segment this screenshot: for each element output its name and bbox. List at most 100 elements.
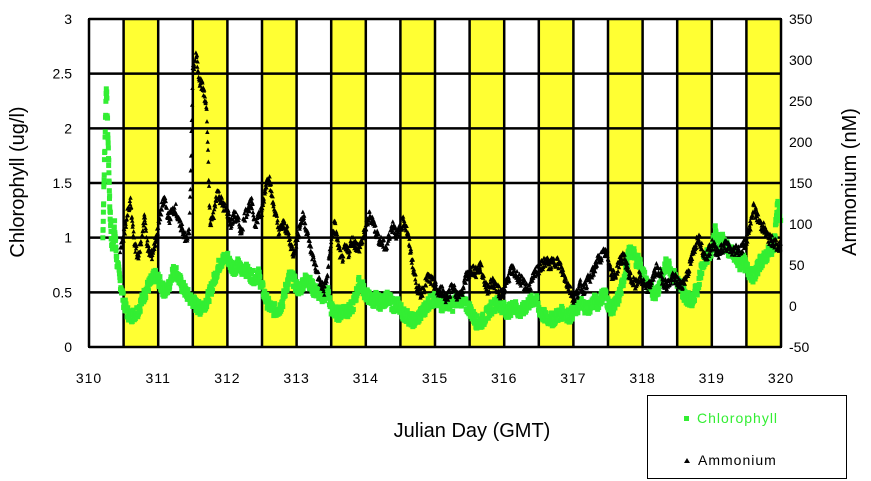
chlorophyll-point (638, 261, 644, 267)
ammonium-point (378, 234, 384, 239)
chlorophyll-point (753, 274, 759, 280)
ammonium-point (608, 264, 613, 269)
ammonium-point (637, 270, 643, 275)
chlorophyll-point (474, 313, 480, 319)
ammonium-point (305, 230, 311, 236)
ammonium-point (334, 229, 339, 234)
ammonium-point (753, 207, 759, 212)
ammonium-point (374, 234, 380, 240)
ammonium-point (245, 211, 250, 216)
ammonium-point (324, 279, 329, 284)
chlorophyll-point (100, 235, 106, 241)
ammonium-point (125, 212, 130, 218)
chlorophyll-point (759, 262, 765, 268)
ammonium-point (208, 220, 213, 225)
ammonium-point (592, 268, 598, 274)
ammonium-point (466, 272, 472, 277)
ammonium-point (413, 280, 419, 285)
chlorophyll-point (766, 252, 772, 258)
chlorophyll-point (652, 296, 658, 302)
ammonium-point (138, 238, 144, 244)
ammonium-point (325, 273, 330, 279)
legend-item-chlorophyll: Chlorophyll (684, 410, 778, 426)
chlorophyll-point (293, 286, 299, 292)
ammonium-point (292, 247, 298, 253)
ammonium-point (236, 222, 242, 227)
chlorophyll-point (113, 247, 119, 253)
ammonium-point (491, 283, 497, 288)
ammonium-point (572, 297, 577, 302)
chlorophyll-point (279, 299, 285, 305)
chlorophyll-point (391, 306, 397, 312)
chlorophyll-point (152, 279, 158, 285)
ammonium-point (433, 282, 439, 287)
ammonium-point (123, 221, 128, 226)
chlorophyll-point (112, 231, 118, 237)
ammonium-point (580, 287, 585, 293)
ammonium-point (173, 201, 179, 206)
ammonium-point (457, 294, 462, 300)
ammonium-point (416, 283, 422, 288)
right-tick-label: 250 (789, 93, 813, 109)
chlorophyll-point (637, 257, 643, 263)
chlorophyll-point (555, 317, 561, 323)
chlorophyll-point (325, 289, 331, 295)
ammonium-point (761, 220, 766, 225)
ammonium-point (334, 231, 340, 237)
chlorophyll-point (143, 295, 149, 301)
ammonium-point (269, 188, 274, 194)
chlorophyll-point (301, 283, 307, 289)
ammonium-point (484, 287, 490, 292)
chlorophyll-point (101, 177, 107, 183)
ammonium-point (722, 244, 727, 249)
legend-item-ammonium: Ammonium (684, 452, 777, 468)
ammonium-point (196, 70, 201, 75)
chlorophyll-point (112, 218, 118, 224)
ammonium-point (517, 271, 522, 276)
ammonium-point (452, 282, 457, 288)
chlorophyll-point (307, 274, 313, 280)
ammonium-series (117, 50, 783, 305)
chlorophyll-point (105, 145, 111, 151)
ammonium-point (326, 263, 331, 268)
ammonium-point (346, 253, 352, 258)
ammonium-point (163, 198, 169, 204)
ammonium-point (296, 234, 301, 240)
chlorophyll-point (188, 293, 194, 299)
chlorophyll-point (149, 277, 155, 283)
ammonium-point (122, 226, 127, 232)
chlorophyll-point (450, 308, 456, 314)
ammonium-point (187, 210, 192, 215)
ammonium-point (249, 195, 254, 200)
chlorophyll-point (777, 214, 783, 220)
ammonium-point (443, 299, 448, 305)
ammonium-point (683, 277, 689, 282)
left-axis-ticks: 0 0.5 1 1.5 2 2.5 3 (53, 11, 73, 355)
ammonium-point (296, 232, 301, 237)
ammonium-point (745, 239, 750, 244)
chlorophyll-point (113, 257, 119, 263)
left-tick-label: 0.5 (53, 284, 73, 300)
chlorophyll-point (137, 304, 143, 310)
chlorophyll-point (332, 310, 338, 316)
chlorophyll-point (104, 89, 110, 95)
ammonium-point (205, 139, 210, 144)
ammonium-point (158, 216, 163, 222)
ammonium-point (195, 59, 200, 64)
ammonium-point (413, 271, 418, 277)
chlorophyll-point (583, 306, 589, 312)
chlorophyll-point (617, 286, 623, 292)
chlorophyll-point (114, 253, 120, 259)
ammonium-point (448, 293, 453, 298)
chlorophyll-point (278, 306, 284, 312)
chlorophyll-point (325, 285, 331, 291)
ammonium-point (206, 177, 211, 183)
ammonium-point (295, 237, 300, 242)
ammonium-point (140, 232, 145, 238)
chlorophyll-point (513, 302, 519, 308)
chlorophyll-point (185, 287, 191, 293)
ammonium-point (321, 286, 326, 291)
chlorophyll-point (656, 288, 662, 294)
ammonium-point (709, 237, 715, 242)
chlorophyll-point (773, 217, 779, 223)
